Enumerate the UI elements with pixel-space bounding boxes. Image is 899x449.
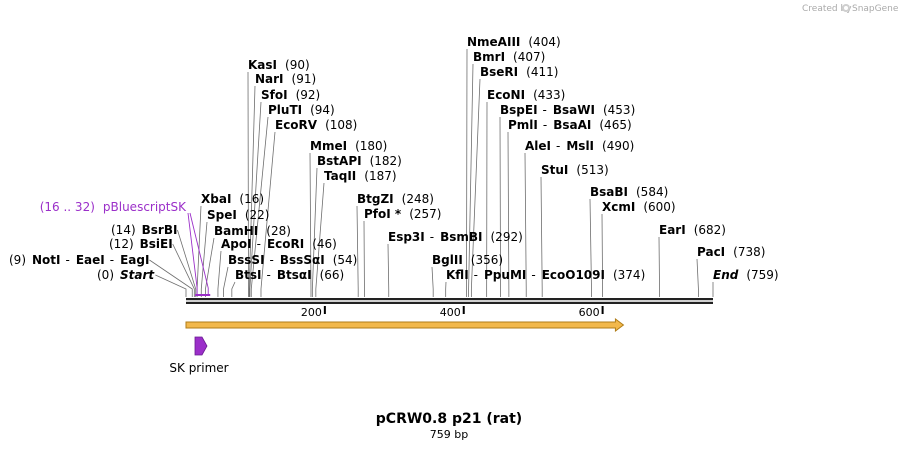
site-label-bstapi: BstAPI (182) [317, 154, 402, 168]
site-leader-9 [223, 266, 229, 297]
site-label-apoi: ApoI - EcoRI (46) [221, 237, 337, 251]
site-leader-2 [249, 101, 262, 297]
site-leader-4 [260, 131, 276, 297]
site-label-pluti: PluTI (94) [268, 103, 335, 117]
feature-bar-pbluescriptsk [195, 294, 211, 296]
site-label-bseri: BseRI (411) [480, 65, 558, 79]
site-label-eari: EarI (682) [659, 223, 726, 237]
site-leader-24 [468, 63, 474, 297]
site-label-stui: StuI (513) [541, 163, 609, 177]
sequence-strand-bottom [186, 302, 713, 304]
snapgene-credit: Created by [802, 4, 852, 14]
site-label-bsiei: (12) BsiEI [109, 237, 173, 251]
site-leader-10 [231, 281, 236, 297]
site-label-bsabi: BsaBI (584) [590, 185, 668, 199]
site-leader-1 [248, 85, 256, 297]
site-label-xbai: XbaI (16) [201, 192, 264, 206]
site-leader-30 [540, 176, 543, 297]
site-label-nmeaiii: NmeAIII (404) [467, 35, 561, 49]
site-label-ecorv: EcoRV (108) [275, 118, 357, 132]
site-leader-31 [589, 198, 592, 297]
site-label-sfoi: SfoI (92) [261, 88, 320, 102]
site-label-bsssi: BssSI - BssSαI (54) [228, 253, 357, 267]
site-leader-32 [601, 213, 604, 297]
site-leader-28 [507, 131, 510, 297]
site-leader-7 [205, 237, 215, 297]
site-leader-34 [696, 258, 699, 297]
sequence-strand-gap [186, 300, 713, 302]
snapgene-brand: SnapGene [852, 4, 899, 14]
map-subtitle: 759 bp [430, 428, 468, 441]
map-title: pCRW0.8 p21 (rat) [376, 411, 522, 427]
site-leader-25 [470, 78, 481, 297]
site-label-kfli: KflI - PpuMI - EcoO109I (374) [446, 268, 645, 282]
site-leader-18 [356, 205, 359, 297]
site-label-paci: PacI (738) [697, 245, 765, 259]
site-label-pmli: PmlI - BsaAI (465) [508, 118, 632, 132]
site-label-xcmi: XcmI (600) [602, 200, 676, 214]
ruler-label-200: 200 [301, 306, 322, 319]
site-leader-16 [311, 167, 318, 297]
site-leader-27 [499, 116, 501, 297]
site-label-pfoi: PfoI * (257) [364, 207, 441, 221]
site-labels: KasI (90)NarI (91) SfoI (92)PluTI (94)EcoRV (1… [9, 35, 779, 282]
site-label-mmei: MmeI (180) [310, 139, 387, 153]
primer-label-sk: SK primer [169, 361, 228, 375]
site-label-end: End (759) [713, 268, 779, 282]
site-leader-29 [524, 152, 527, 297]
site-leader-20 [387, 243, 390, 297]
site-leader-14 [155, 274, 187, 297]
site-leader-21 [431, 266, 434, 297]
site-label-bamhi: BamHI (28) [214, 224, 291, 238]
site-label-bmri: BmrI (407) [473, 50, 545, 64]
site-label-nari: NarI (91) [255, 72, 316, 86]
site-leader-12 [172, 243, 195, 297]
site-label-noti: (9) NotI - EaeI - EagI [9, 253, 149, 267]
sequence-strand-top [186, 298, 713, 300]
site-label-esp3i: Esp3I - BsmBI (292) [388, 230, 523, 244]
site-label-bglii: BglII (356) [432, 253, 503, 267]
site-label-taqii: TaqII (187) [324, 169, 397, 183]
site-leader-8 [217, 250, 222, 297]
ruler: 200 400 600 [301, 306, 604, 319]
site-label-btgzi: BtgZI (248) [357, 192, 434, 206]
site-label-bsrbi: (14) BsrBI [111, 223, 177, 237]
ruler-tick-400 [462, 306, 465, 314]
feature-leader-pbluescriptsk [187, 212, 209, 294]
site-label-econi: EcoNI (433) [487, 88, 565, 102]
site-leader-13 [149, 259, 193, 297]
site-leader-3 [250, 116, 269, 297]
site-leader-15 [309, 152, 312, 297]
ruler-tick-200 [323, 306, 326, 314]
site-label-btsi: BtsI - BtsαI (66) [235, 268, 344, 282]
site-label-spei: SpeI (22) [207, 208, 269, 222]
site-leader-17 [315, 182, 325, 297]
orf-arrow [185, 318, 625, 332]
ruler-label-600: 600 [579, 306, 600, 319]
feature-label-pbluescriptsk: (16 .. 32) pBluescriptSK [40, 200, 187, 214]
site-leader-33 [658, 236, 660, 297]
ruler-label-400: 400 [440, 306, 461, 319]
site-label-alei: AleI - MslI (490) [525, 139, 634, 153]
ruler-tick-600 [601, 306, 604, 314]
site-label-kasi: KasI (90) [248, 58, 310, 72]
site-label-bspei: BspEI - BsaWI (453) [500, 103, 635, 117]
snapgene-logo-icon [842, 4, 850, 12]
primer-arrow-sk [194, 336, 208, 356]
site-label-start: (0) Start [97, 268, 155, 282]
